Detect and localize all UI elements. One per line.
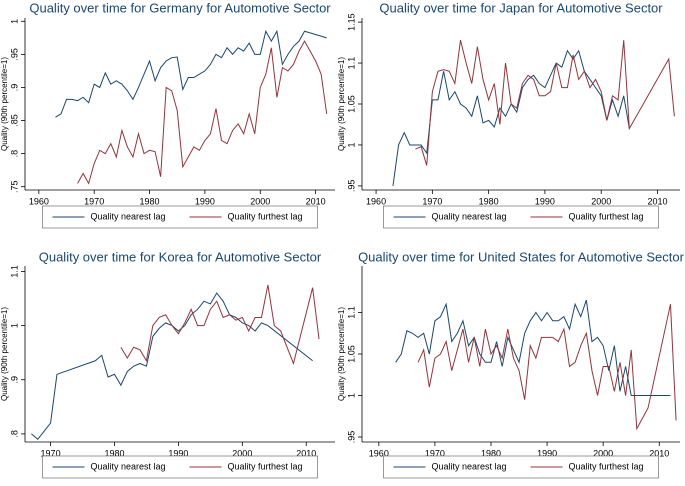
chart-panel: Quality over time for United States for … [337, 249, 685, 479]
legend-box [383, 205, 659, 229]
y-axis-label: Quality (90th percentile=1) [337, 57, 346, 151]
y-tick-label: .95 [346, 431, 356, 444]
x-tick-label: 2000 [250, 196, 270, 206]
legend-box [383, 455, 659, 479]
y-tick-label: 1.1 [346, 57, 356, 70]
x-tick-label: 2010 [296, 448, 316, 458]
y-tick-label: .9 [9, 376, 19, 384]
chart-title: Quality over time for Korea for Automoti… [39, 249, 322, 264]
series-line [395, 299, 671, 397]
y-tick-label: .9 [9, 84, 19, 92]
legend-label: Quality furthest lag [569, 461, 644, 471]
y-tick-label: .8 [9, 430, 19, 438]
y-tick-label: .95 [346, 180, 356, 193]
x-tick-label: 2000 [591, 196, 611, 206]
legend-box [42, 205, 318, 229]
series-line [417, 304, 677, 431]
x-tick-label: 1980 [481, 448, 501, 458]
x-tick-label: 2010 [647, 196, 667, 206]
legend-label: Quality nearest lag [91, 461, 166, 471]
x-tick-label: 1970 [422, 196, 442, 206]
y-tick-label: 1.1 [346, 306, 356, 319]
y-tick-label: 1 [9, 19, 19, 24]
y-tick-label: 1 [346, 142, 356, 147]
chart-title: Quality over time for United States for … [358, 249, 685, 264]
legend-label: Quality nearest lag [91, 211, 166, 221]
x-tick-label: 1980 [104, 448, 124, 458]
chart-panel: Quality over time for Germany for Automo… [0, 0, 335, 229]
y-tick-label: .85 [9, 114, 19, 127]
x-tick-label: 1960 [29, 196, 49, 206]
x-tick-label: 1960 [366, 196, 386, 206]
series-line [55, 29, 327, 118]
y-tick-label: 1.1 [9, 265, 19, 278]
legend-label: Quality nearest lag [432, 461, 507, 471]
y-tick-label: .95 [9, 48, 19, 61]
y-tick-label: 1.05 [346, 345, 356, 363]
y-tick-label: .75 [9, 180, 19, 193]
x-tick-label: 1960 [369, 448, 389, 458]
series-line [120, 284, 320, 366]
y-axis-label: Quality (90th percentile=1) [0, 57, 9, 151]
series-line [77, 40, 328, 185]
x-tick-label: 2000 [593, 448, 613, 458]
x-tick-label: 1990 [195, 196, 215, 206]
y-tick-label: 1.15 [346, 13, 356, 31]
x-tick-label: 2000 [232, 448, 252, 458]
x-tick-label: 1970 [84, 196, 104, 206]
legend-label: Quality nearest lag [432, 211, 507, 221]
legend-label: Quality furthest lag [228, 211, 303, 221]
x-tick-label: 1980 [479, 196, 499, 206]
y-tick-label: 1.05 [346, 95, 356, 113]
x-tick-label: 1970 [425, 448, 445, 458]
x-tick-label: 1970 [41, 448, 61, 458]
y-tick-label: 1 [9, 323, 19, 328]
chart-title: Quality over time for Japan for Automoti… [379, 0, 663, 15]
chart-panel: Quality over time for Korea for Automoti… [0, 249, 335, 479]
x-tick-label: 2010 [306, 196, 326, 206]
legend-label: Quality furthest lag [228, 461, 303, 471]
series-line [392, 49, 630, 186]
y-tick-label: 1 [346, 393, 356, 398]
y-axis-label: Quality (90th percentile=1) [337, 307, 346, 401]
chart-title: Quality over time for Germany for Automo… [29, 0, 331, 15]
chart-panel: Quality over time for Japan for Automoti… [337, 0, 680, 229]
series-line [31, 292, 313, 441]
x-tick-label: 1980 [140, 196, 160, 206]
x-tick-label: 2010 [649, 448, 669, 458]
y-tick-label: .8 [9, 150, 19, 158]
x-tick-label: 1990 [537, 448, 557, 458]
legend-box [42, 455, 318, 479]
legend-label: Quality furthest lag [569, 211, 644, 221]
x-tick-label: 1990 [168, 448, 188, 458]
series-line [415, 39, 675, 166]
y-axis-label: Quality (90th percentile=1) [0, 307, 9, 401]
x-tick-label: 1990 [535, 196, 555, 206]
